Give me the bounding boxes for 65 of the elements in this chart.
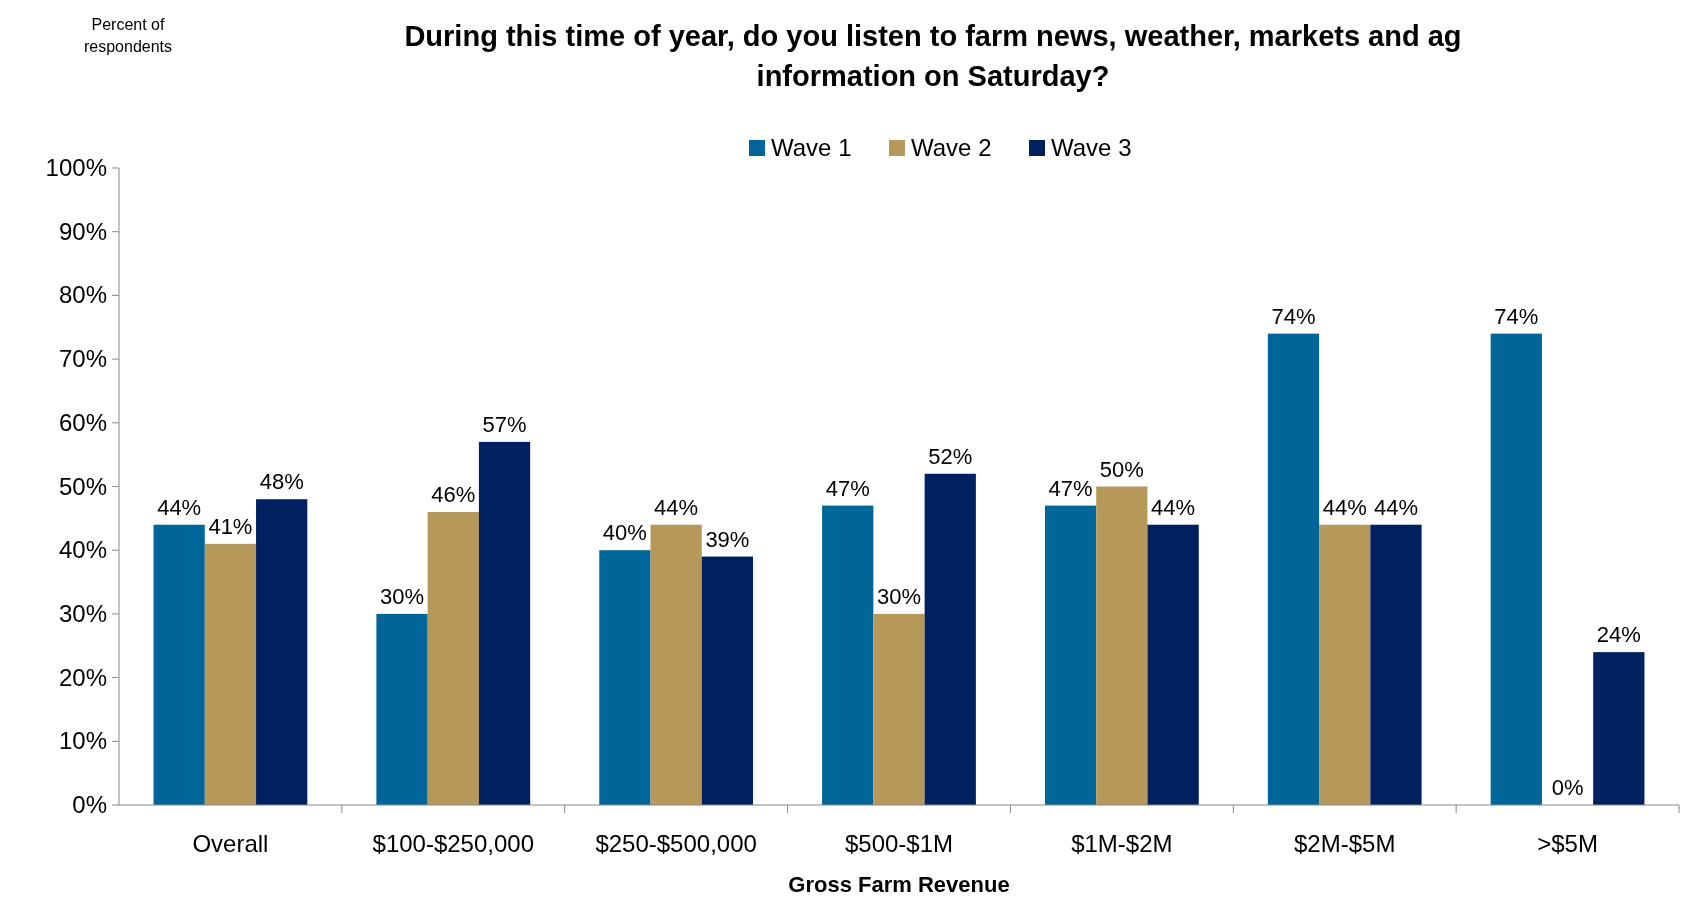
data-label: 41% (208, 513, 253, 539)
x-tick-label: $100-$250,000 (372, 830, 535, 857)
bar (1267, 333, 1320, 805)
x-tick-label: $2M-$5M (1294, 830, 1396, 857)
bar (153, 524, 205, 805)
bar (256, 499, 308, 805)
data-label: 47% (1048, 475, 1093, 501)
chart-title: During this time of year, do you listen to farm news, weather, markets and ag information on Saturday? (404, 20, 1462, 92)
bar (478, 441, 531, 805)
data-label: 39% (705, 526, 750, 552)
y-tick-label: 80% (58, 281, 107, 309)
data-label: 57% (482, 411, 527, 437)
bar (427, 511, 479, 805)
x-tick-label: $1M-$2M (1071, 830, 1173, 857)
bar (1044, 505, 1097, 805)
bar (1147, 524, 1199, 805)
y-tick-label: 20% (58, 663, 107, 691)
x-tick-label: Overall (192, 830, 269, 857)
y-tick-label: 70% (58, 345, 107, 373)
bar (701, 556, 754, 805)
data-label: 30% (380, 583, 425, 609)
y-tick-label: 0% (72, 791, 107, 818)
y-tick-label: 100% (45, 154, 107, 181)
x-tick-label: >$5M (1537, 830, 1598, 857)
x-tick-label: $250-$500,000 (595, 830, 757, 857)
bar (873, 613, 925, 805)
data-label: 50% (1099, 456, 1144, 482)
bar (1490, 333, 1542, 805)
bar (650, 524, 702, 805)
bar (1319, 524, 1371, 805)
y-tick-label: 60% (58, 408, 107, 436)
data-label: 44% (654, 494, 699, 520)
data-label: 44% (1151, 494, 1196, 520)
legend-label: Wave 2 (911, 134, 992, 161)
data-label: 74% (1271, 303, 1316, 329)
bar (599, 550, 651, 805)
bar (822, 505, 874, 805)
legend-label: Wave 3 (1051, 134, 1132, 161)
data-label: 52% (928, 443, 973, 469)
data-label: 44% (1322, 494, 1367, 520)
data-label: 47% (825, 475, 870, 501)
data-label: 40% (602, 520, 647, 546)
text: Percent of respondents (83, 16, 173, 55)
data-label: 0% (1551, 775, 1584, 800)
data-label: 46% (431, 481, 476, 507)
bar (924, 473, 976, 805)
y-tick-label: 40% (58, 536, 107, 564)
y-tick-label: 50% (58, 472, 107, 500)
y-tick-label: 10% (58, 727, 107, 755)
bar (1096, 486, 1148, 805)
bar (204, 543, 257, 805)
data-label: 44% (1373, 494, 1418, 520)
bar (1370, 524, 1422, 805)
data-label: 30% (876, 583, 922, 609)
data-label: 74% (1494, 303, 1539, 329)
y-tick-label: 90% (58, 217, 107, 245)
y-tick-label: 30% (58, 599, 107, 627)
data-label: 24% (1596, 622, 1641, 648)
x-axis-title: Gross Farm Revenue (788, 872, 1010, 897)
bar (376, 613, 428, 805)
x-tick-label: $500-$1M (844, 830, 954, 857)
data-label: 48% (259, 469, 304, 495)
legend-label: Wave 1 (771, 134, 852, 161)
bar (1593, 652, 1645, 805)
data-label: 44% (157, 494, 202, 520)
